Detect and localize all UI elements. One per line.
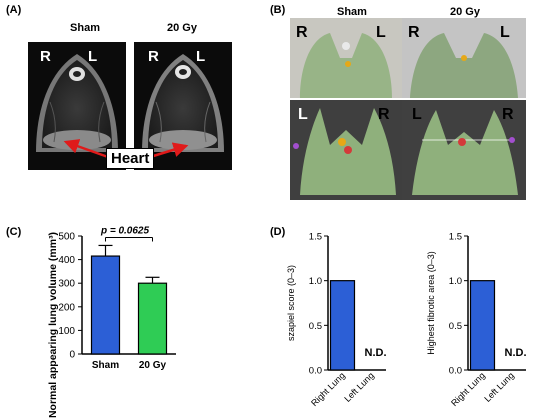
panel-a-label: (A): [6, 4, 22, 16]
ct-sham-title: Sham: [70, 22, 100, 34]
bar-right-lung: [329, 280, 356, 371]
panel-b-title-20gy: 20 Gy: [450, 6, 480, 18]
panel-b-label: (B): [270, 4, 286, 16]
p-value-annotation: p = 0.0625: [100, 225, 150, 236]
panel-b-title-sham: Sham: [337, 6, 367, 18]
y-tick-label: 1.0: [309, 276, 322, 287]
y-tick-label: 100: [58, 326, 75, 337]
panel-c-label: (C): [6, 226, 22, 238]
ct-sham-left-label: R: [40, 48, 51, 65]
y-tick-label: 0.0: [449, 366, 462, 377]
not-detected-label: N.D.: [365, 347, 387, 359]
b-top-20gy: R L: [402, 18, 526, 98]
bar-sham: [90, 255, 121, 355]
y-tick-label: 1.5: [309, 232, 322, 243]
ct-scan-20gy-graphic: [142, 54, 224, 152]
panel-d-label: (D): [270, 226, 286, 238]
b-top-20gy-right: L: [500, 24, 510, 41]
ct-20gy-right-label: L: [196, 48, 206, 65]
heart-arrow-sham: [63, 139, 109, 159]
y-tick-label: 200: [58, 302, 75, 313]
ct-20gy-title: 20 Gy: [167, 22, 197, 34]
y-axis-label: szapiel score (0–3): [286, 265, 296, 341]
b-top-sham-graphic: [290, 18, 402, 98]
y-tick-label: 0.0: [309, 366, 322, 377]
b-bottom-sham-left: L: [298, 106, 308, 123]
b-top-sham-left: R: [296, 24, 308, 41]
y-tick-label: 500: [58, 232, 75, 243]
y-tick-label: 0.5: [449, 321, 462, 332]
bar-20-gy: [137, 282, 168, 355]
ct-image-20gy: R L: [134, 42, 232, 170]
y-tick-label: 1.5: [449, 232, 462, 243]
y-tick-label: 0: [69, 350, 75, 361]
y-tick-label: 400: [58, 255, 75, 266]
y-axis-label: Normal appearing lung volume (mm³): [47, 232, 59, 418]
b-bottom-20gy: L R: [402, 100, 526, 200]
bar-right-lung: [469, 280, 496, 371]
y-tick-label: 300: [58, 279, 75, 290]
y-tick-label: 0.5: [309, 321, 322, 332]
b-top-20gy-graphic: [402, 18, 526, 98]
x-tick-label: Left Lung: [342, 370, 376, 404]
b-bottom-sham-graphic: [290, 100, 402, 200]
ct-image-sham: R L: [28, 42, 126, 170]
b-bottom-20gy-left: L: [412, 106, 422, 123]
x-tick-label: Sham: [92, 360, 119, 371]
ct-scan-sham-graphic: [36, 54, 118, 152]
not-detected-label: N.D.: [505, 347, 527, 359]
ct-20gy-left-label: R: [148, 48, 159, 65]
b-top-20gy-left: R: [408, 24, 420, 41]
b-top-sham-right: L: [376, 24, 386, 41]
heart-arrow-20gy: [149, 142, 189, 159]
y-tick-label: 1.0: [449, 276, 462, 287]
x-tick-label: 20 Gy: [139, 360, 167, 371]
b-bottom-20gy-right: R: [502, 106, 514, 123]
x-tick-label: Left Lung: [482, 370, 516, 404]
b-top-sham: R L: [290, 18, 402, 98]
heart-label: Heart: [106, 148, 155, 169]
b-bottom-20gy-graphic: [402, 100, 526, 200]
heart-arrows: [63, 139, 189, 159]
ct-sham-right-label: L: [88, 48, 98, 65]
b-bottom-sham: L R: [290, 100, 402, 200]
b-bottom-sham-right: R: [378, 106, 390, 123]
y-axis-label: Highest fibrotic area (0–3): [426, 251, 436, 355]
